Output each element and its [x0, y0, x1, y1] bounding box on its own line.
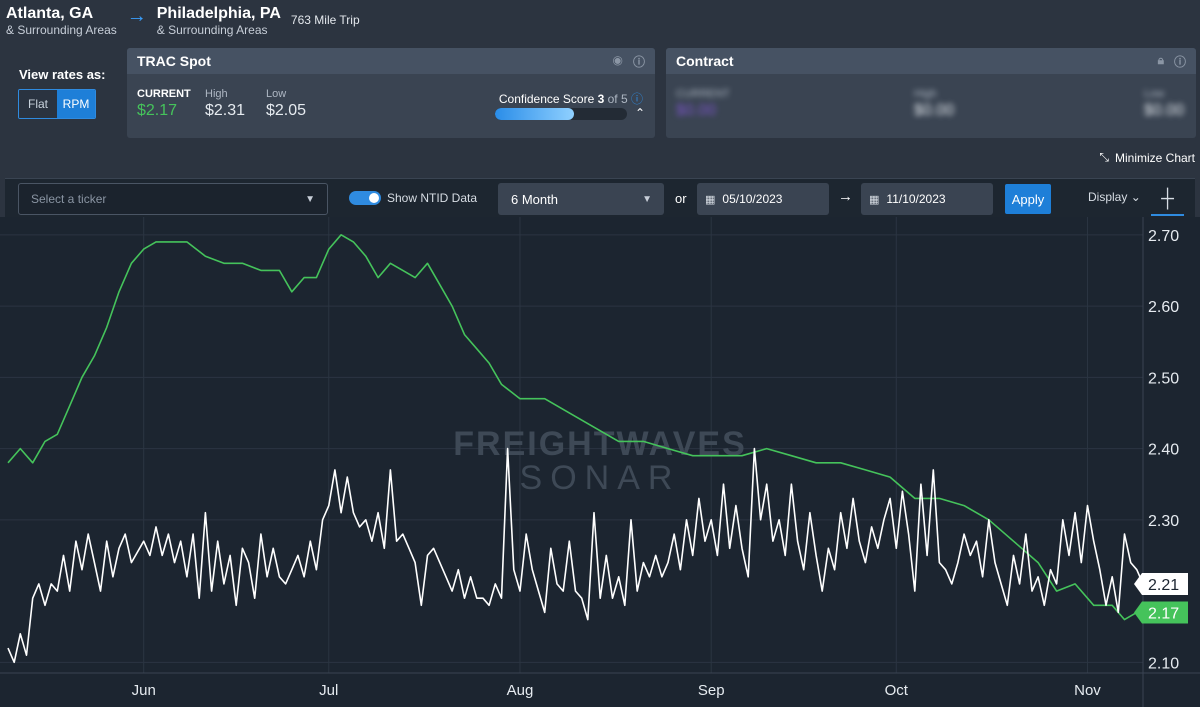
- calendar-icon: ▦: [869, 193, 880, 206]
- contract-high-label: High: [914, 88, 937, 100]
- x-tick-label: Nov: [1074, 682, 1101, 699]
- display-label: Display: [1088, 190, 1128, 204]
- contract-high: High $0.00: [914, 88, 954, 120]
- minimize-chart-label: Minimize Chart: [1114, 150, 1195, 165]
- end-value-tag-green: [1134, 601, 1188, 624]
- minimize-chart-button[interactable]: ⤡ Minimize Chart: [1099, 150, 1195, 165]
- trac-spot-card: TRAC Spot ◉ ⓘ CURRENT $2.17 High $2.31 L…: [127, 48, 655, 138]
- contract-card: Contract 🔒︎ ⓘ CURRENT $0.00 High $0.00 L…: [666, 48, 1196, 138]
- ntid-label: Show NTID Data: [387, 191, 478, 205]
- trip-distance: 763 Mile Trip: [290, 13, 360, 27]
- lock-icon: 🔒︎: [1157, 52, 1164, 67]
- view-rates-label: View rates as:: [19, 67, 106, 82]
- contract-title: Contract: [676, 53, 734, 69]
- trac-spot-title: TRAC Spot: [137, 53, 211, 69]
- origin-subtitle: & Surrounding Areas: [6, 23, 117, 37]
- x-tick-label: Sep: [698, 682, 725, 699]
- chevron-down-icon: ▼: [642, 193, 652, 205]
- period-select[interactable]: 6 Month ▼: [498, 183, 664, 215]
- contract-current-label: CURRENT: [676, 88, 730, 100]
- start-date-input[interactable]: ▦ 05/10/2023: [697, 183, 829, 215]
- contract-low-value: $0.00: [1144, 102, 1185, 119]
- spot-current-value: $2.17: [137, 102, 178, 119]
- x-tick-label: Jun: [132, 682, 156, 699]
- route-header: Atlanta, GA & Surrounding Areas → Philad…: [6, 5, 360, 41]
- spot-high: High $2.31: [205, 88, 245, 120]
- x-tick-label: Jul: [319, 682, 338, 699]
- contract-low-label: Low: [1144, 88, 1165, 100]
- origin-city: Atlanta, GA: [6, 5, 94, 22]
- y-tick-label: 2.30: [1148, 513, 1179, 530]
- confidence-score: Confidence Score 3 of 5 ⓘ: [499, 90, 643, 107]
- confidence-bar: [495, 108, 627, 120]
- info-icon[interactable]: ⓘ: [632, 54, 645, 69]
- chevron-down-icon: ⌄: [1130, 190, 1141, 204]
- confidence-of: of 5: [607, 92, 628, 106]
- arrow-right-icon: →: [126, 5, 147, 27]
- watermark-freightwaves: FREIGHTWAVES: [453, 425, 747, 463]
- collapse-arrows-icon: ⤡: [1099, 150, 1109, 164]
- chevron-down-icon: ▼: [305, 193, 315, 205]
- ticker-select[interactable]: Select a ticker ▼: [18, 183, 328, 215]
- end-date-value: 11/10/2023: [886, 192, 946, 206]
- chart-area: FREIGHTWAVES SONAR 2.70 2.60 2.50 2.40 2.30 2.1…: [0, 217, 1200, 707]
- ntid-toggle[interactable]: [349, 191, 381, 205]
- y-tick-label: 2.10: [1148, 655, 1179, 672]
- info-icon[interactable]: ⓘ: [630, 92, 643, 106]
- apply-button[interactable]: Apply: [1005, 184, 1051, 214]
- spot-low-label: Low: [266, 88, 287, 100]
- origin: Atlanta, GA & Surrounding Areas: [6, 5, 117, 37]
- spot-low-value: $2.05: [266, 102, 307, 119]
- info-icon[interactable]: ⓘ: [1173, 54, 1186, 69]
- end-value-label-green: 2.17: [1148, 605, 1179, 622]
- y-tick-label: 2.50: [1148, 370, 1179, 387]
- end-date-input[interactable]: ▦ 11/10/2023: [861, 183, 993, 215]
- contract-low: Low $0.00: [1144, 88, 1184, 120]
- series-line-white: [7, 447, 1144, 664]
- end-value-tag-white: [1134, 572, 1188, 595]
- period-value: 6 Month: [511, 191, 558, 207]
- rate-mode-toggle: Flat RPM: [18, 89, 96, 119]
- end-value-label-white: 2.21: [1148, 577, 1179, 594]
- spot-current: CURRENT $2.17: [137, 88, 191, 120]
- confidence-value: 3: [597, 92, 605, 106]
- spot-high-label: High: [205, 88, 228, 100]
- y-tick-label: 2.40: [1148, 442, 1179, 459]
- chart-toolbar: Select a ticker ▼ Show NTID Data 6 Month…: [5, 178, 1195, 217]
- chevron-up-icon[interactable]: ⌃: [634, 106, 645, 120]
- y-tick-label: 2.70: [1148, 228, 1179, 245]
- eye-icon[interactable]: ◉: [612, 52, 623, 67]
- contract-current-value: $0.00: [676, 102, 717, 119]
- confidence-bar-fill: [495, 108, 575, 120]
- spot-current-label: CURRENT: [137, 88, 191, 100]
- crosshair-icon[interactable]: ┼: [1151, 183, 1184, 216]
- trac-spot-header: TRAC Spot ◉ ⓘ: [127, 48, 655, 74]
- watermark-sonar: SONAR: [520, 459, 681, 497]
- spot-high-value: $2.31: [205, 102, 246, 119]
- x-tick-label: Oct: [885, 682, 909, 699]
- display-menu[interactable]: Display ⌄: [1088, 190, 1141, 204]
- destination: Philadelphia, PA & Surrounding Areas: [157, 5, 281, 37]
- contract-current: CURRENT $0.00: [676, 88, 730, 120]
- ticker-placeholder: Select a ticker: [31, 192, 107, 206]
- y-tick-label: 2.60: [1148, 299, 1179, 316]
- or-label: or: [675, 191, 687, 206]
- rpm-option[interactable]: RPM: [57, 90, 95, 118]
- destination-city: Philadelphia, PA: [156, 5, 281, 22]
- start-date-value: 05/10/2023: [722, 192, 783, 206]
- x-tick-label: Aug: [507, 682, 534, 699]
- flat-option[interactable]: Flat: [19, 90, 57, 118]
- arrow-right-icon: →: [838, 188, 853, 205]
- spot-low: Low $2.05: [266, 88, 306, 120]
- contract-header: Contract 🔒︎ ⓘ: [666, 48, 1196, 74]
- calendar-icon: ▦: [705, 193, 716, 206]
- contract-high-value: $0.00: [914, 102, 955, 119]
- series-line-green: [7, 233, 1138, 621]
- destination-subtitle: & Surrounding Areas: [156, 23, 268, 37]
- confidence-label: Confidence Score: [498, 92, 595, 106]
